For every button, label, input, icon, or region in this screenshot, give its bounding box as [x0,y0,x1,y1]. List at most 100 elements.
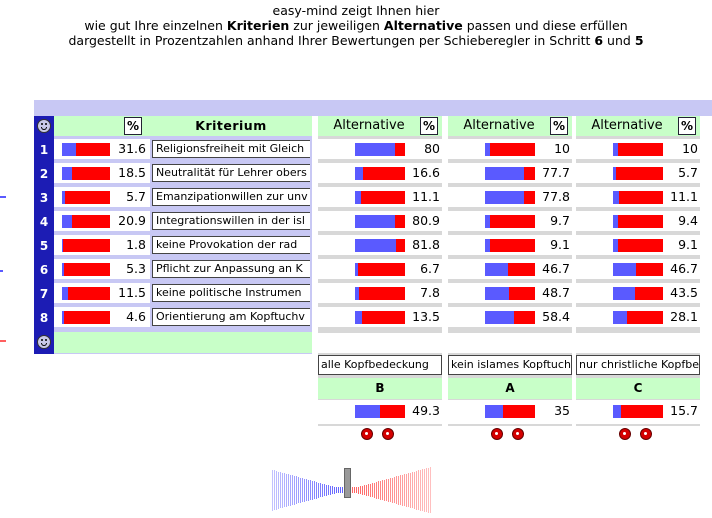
slider-tick [394,477,395,503]
spacer-cell [576,333,700,353]
slider-tick [310,480,311,500]
criterion-field[interactable]: Religionsfreiheit mit Gleich [152,140,310,158]
row-number: 1 [39,143,49,157]
percent-bar [613,191,663,204]
slider-tick [304,478,305,502]
alternative-percent-button[interactable]: % [420,117,438,135]
percent-bar-fill [485,311,514,324]
alternative-percent-button[interactable]: % [550,117,568,135]
alternative-letter: A [448,378,572,399]
slider-tick [402,474,403,506]
criterion-field[interactable]: keine Provokation der rad [152,236,310,254]
alternative-header-label: Alternative [463,118,535,133]
percent-bar-fill [613,263,636,276]
score-value: 48.7 [542,285,570,300]
slider-tick [374,482,375,498]
slider-tick [274,470,275,510]
criterion-field[interactable]: Neutralität für Lehrer obers [152,164,310,182]
slider-tick [420,469,421,511]
score-value: 81.8 [412,237,440,252]
smiley-icon[interactable] [37,119,51,133]
row-number: 3 [39,191,49,205]
percent-bar [355,239,405,252]
header-line-2: wie gut Ihre einzelnen Kriterien zur jew… [0,18,712,33]
slider-tick [378,481,379,499]
slider-tick [288,474,289,506]
percent-bar-fill [613,143,618,156]
row-number: 6 [39,263,49,277]
percent-bar [613,239,663,252]
percent-bar [613,405,663,418]
weight-value: 20.9 [118,213,146,228]
slider-tick [296,476,297,504]
header-text: dargestellt in Prozentzahlen anhand Ihre… [68,33,595,48]
percent-bar-fill [613,405,621,418]
slider-tick [360,486,361,494]
criterion-field[interactable]: Pflicht zur Anpassung an K [152,260,310,278]
spacer-cell [448,333,572,353]
percent-bar [62,263,110,276]
row-number: 5 [39,239,49,253]
weight-value: 5.3 [126,261,146,276]
slider-tick [380,480,381,500]
red-ball-icon [640,428,652,440]
slider-tick [284,473,285,507]
red-ball-icon [491,428,503,440]
percent-bar [485,311,535,324]
percent-bar [355,215,405,228]
header-line-3: dargestellt in Prozentzahlen anhand Ihre… [0,33,712,48]
header-text: passen und diese erfüllen [462,18,628,33]
percent-bar-fill [355,405,380,418]
slider-tick [330,485,331,495]
slider-tick [318,482,319,498]
slider-tick [362,485,363,495]
spacer-cell [318,333,442,353]
edge-fragment [0,270,3,272]
percent-bar-fill [62,311,64,324]
percent-bar [62,287,110,300]
criterion-field[interactable]: keine politische Instrumen [152,284,310,302]
percent-bar-fill [485,191,524,204]
weight-percent-button[interactable]: % [124,117,142,135]
weight-value: 18.5 [118,165,146,180]
slider-tick [382,480,383,500]
score-value: 9.1 [678,237,698,252]
balance-slider-icon[interactable] [272,466,436,514]
alternative-percent-button[interactable]: % [678,117,696,135]
percent-bar-fill [355,311,362,324]
score-value: 11.1 [670,189,698,204]
slider-tick [328,485,329,495]
criteria-footer-row [54,332,312,353]
percent-bar-fill [485,143,490,156]
score-value: 11.1 [412,189,440,204]
alternative-name-field[interactable]: nur christliche Kopfbe [576,355,700,375]
slider-tick [414,471,415,509]
slider-handle[interactable] [344,468,351,498]
edge-fragment [0,196,6,198]
alternative-name-field[interactable]: kein islames Kopftuch [448,355,572,375]
score-value: 10 [682,141,698,156]
slider-tick [292,475,293,505]
alternative-name-field[interactable]: alle Kopfbedeckung [318,355,442,375]
smiley-icon[interactable] [37,335,51,349]
percent-bar [613,215,663,228]
criterion-field[interactable]: Integrationswillen in der isl [152,212,310,230]
slider-tick [298,477,299,503]
percent-bar [613,167,663,180]
total-value: 49.3 [412,403,440,418]
percent-bar [62,167,110,180]
score-value: 9.1 [550,237,570,252]
slider-tick [368,484,369,496]
criterion-field[interactable]: Orientierung am Kopftuchv [152,308,310,326]
slider-tick [324,484,325,496]
slider-tick [428,467,429,513]
percent-bar-fill [355,287,359,300]
score-value: 6.7 [420,261,440,276]
criterion-field[interactable]: Emanzipationwillen zur unv [152,188,310,206]
slider-tick [426,468,427,512]
percent-bar-fill [355,191,361,204]
score-value: 13.5 [412,309,440,324]
alternative-header-label: Alternative [333,118,405,133]
alternative-letter: B [318,378,442,399]
percent-bar [485,167,535,180]
